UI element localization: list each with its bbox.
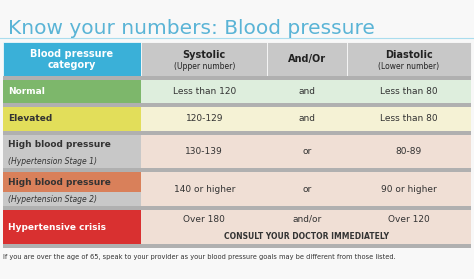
Bar [3,80,141,103]
Bar [3,244,471,248]
Text: 80-89: 80-89 [396,147,422,156]
Text: or: or [302,185,312,194]
Bar [3,154,141,169]
Text: Elevated: Elevated [8,114,52,124]
Text: category: category [48,60,96,70]
Text: (Upper number): (Upper number) [173,62,235,71]
Text: Less than 80: Less than 80 [380,114,438,124]
Bar [3,134,141,154]
Text: and: and [299,87,316,96]
Bar [267,42,347,76]
Bar [347,172,471,206]
Bar [267,172,347,206]
Text: CONSULT YOUR DOCTOR IMMEDIATELY: CONSULT YOUR DOCTOR IMMEDIATELY [224,232,389,241]
Text: Hypertensive crisis: Hypertensive crisis [8,223,106,232]
Text: 120-129: 120-129 [185,114,223,124]
Bar [3,210,141,244]
Bar [347,210,471,244]
Bar [3,169,471,172]
Text: Know your numbers: Blood pressure: Know your numbers: Blood pressure [8,18,375,37]
Text: and/or: and/or [292,215,322,224]
Bar [3,206,471,210]
Text: High blood pressure: High blood pressure [8,178,111,187]
Text: Less than 80: Less than 80 [380,87,438,96]
Text: Blood pressure: Blood pressure [30,49,114,59]
Bar [141,134,267,169]
Text: 140 or higher: 140 or higher [173,185,235,194]
Bar [141,107,267,131]
Text: Systolic: Systolic [182,50,226,60]
Text: Less than 120: Less than 120 [173,87,236,96]
Bar [3,103,471,107]
Bar [141,172,267,206]
Bar [3,131,471,134]
Text: 90 or higher: 90 or higher [381,185,437,194]
Text: (Hypertension Stage 2): (Hypertension Stage 2) [8,195,97,204]
Bar [347,107,471,131]
Bar [141,80,267,103]
Bar [141,42,267,76]
Bar [3,172,141,192]
Text: High blood pressure: High blood pressure [8,140,111,149]
Bar [267,210,347,244]
Bar [347,80,471,103]
Bar [267,107,347,131]
Bar [3,76,471,80]
Text: Normal: Normal [8,87,45,96]
Bar [3,42,141,76]
Text: Over 180: Over 180 [183,215,225,224]
Text: Diastolic: Diastolic [385,50,433,60]
Bar [3,192,141,206]
Text: and: and [299,114,316,124]
Text: or: or [302,147,312,156]
Text: (Hypertension Stage 1): (Hypertension Stage 1) [8,157,97,166]
Bar [347,134,471,169]
Text: And/Or: And/Or [288,54,326,64]
Bar [141,210,267,244]
Bar [267,80,347,103]
Text: If you are over the age of 65, speak to your provider as your blood pressure goa: If you are over the age of 65, speak to … [3,254,396,260]
Text: Over 120: Over 120 [388,215,430,224]
Text: (Lower number): (Lower number) [378,62,439,71]
Text: 130-139: 130-139 [185,147,223,156]
Bar [3,107,141,131]
Bar [347,42,471,76]
Bar [267,134,347,169]
